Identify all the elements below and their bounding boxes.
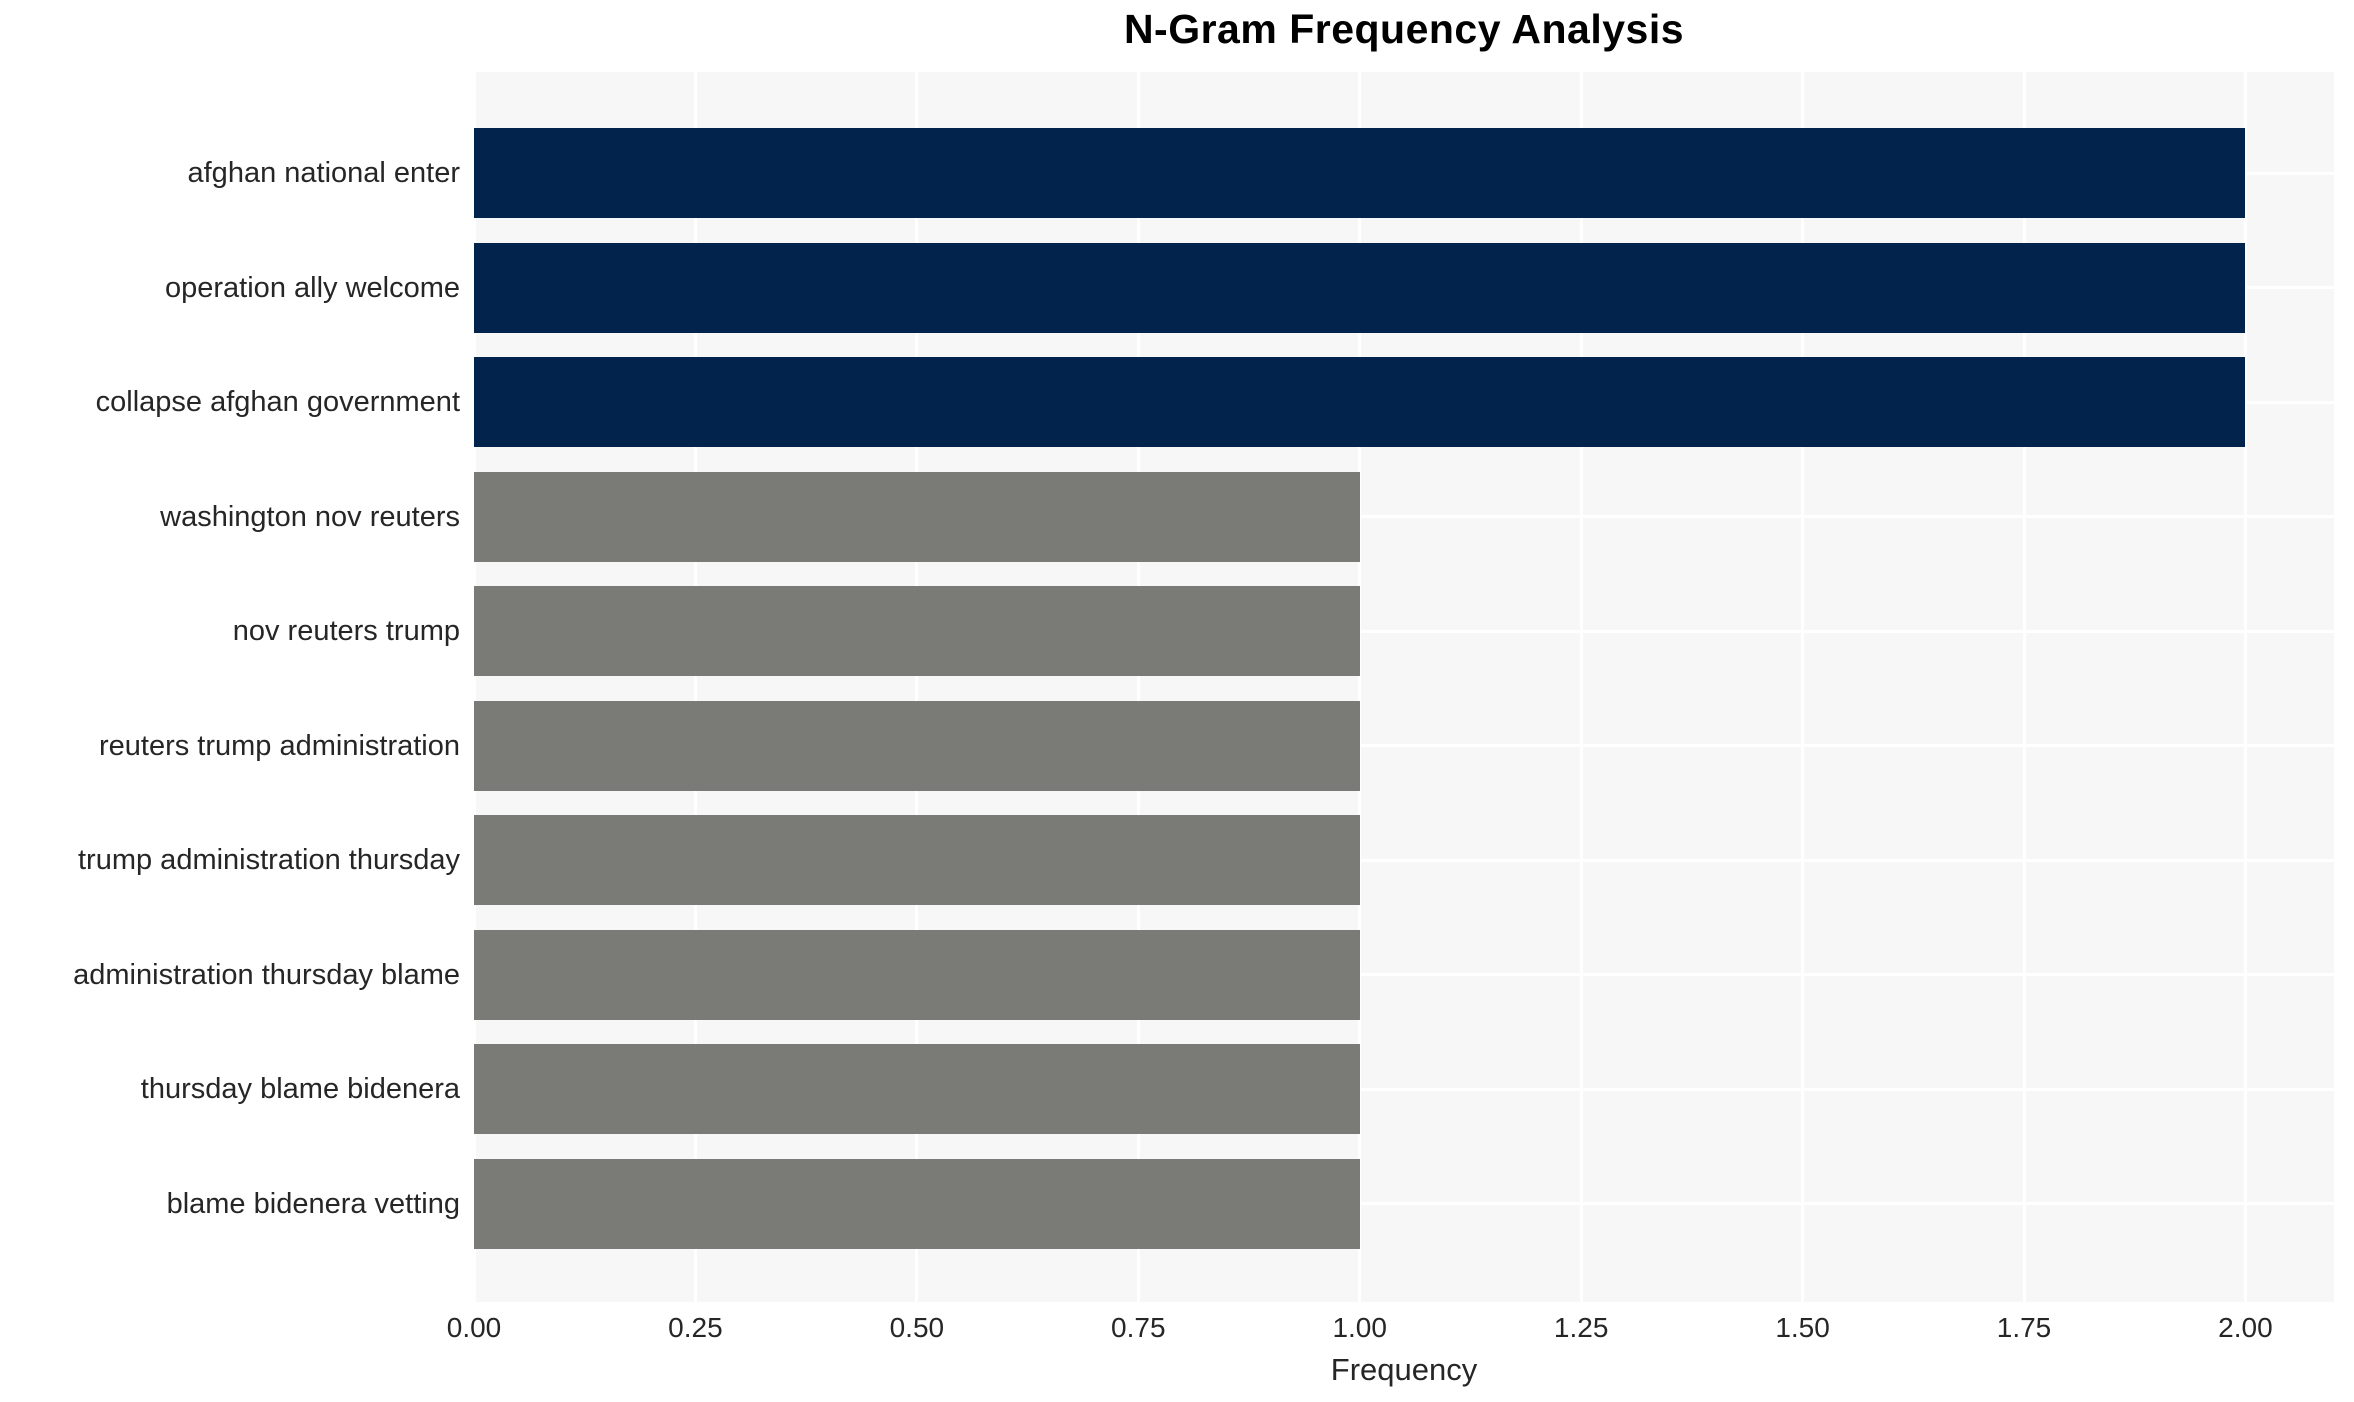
- y-gridline: [474, 744, 2334, 747]
- x-gridline: [915, 72, 919, 1302]
- y-tick-label: trump administration thursday: [78, 844, 460, 876]
- y-tick-label: afghan national enter: [187, 157, 461, 189]
- x-axis-title: Frequency: [1330, 1352, 1478, 1387]
- y-tick-label: collapse afghan government: [95, 386, 460, 418]
- y-gridline: [474, 1202, 2334, 1205]
- x-gridline: [1358, 72, 1362, 1302]
- chart-title: N-Gram Frequency Analysis: [1123, 6, 1685, 52]
- x-tick-label: 0.75: [1111, 1312, 1166, 1343]
- bar-thursday-blame-bidenera: [474, 1044, 1360, 1134]
- y-tick-label: nov reuters trump: [232, 615, 460, 647]
- x-gridline: [693, 72, 697, 1302]
- bar-nov-reuters-trump: [474, 586, 1360, 676]
- x-tick-label: 1.50: [1775, 1312, 1830, 1343]
- x-gridline: [2243, 72, 2247, 1302]
- x-tick-label: 1.75: [1996, 1312, 2052, 1343]
- bar-afghan-national-enter: [474, 128, 2246, 218]
- x-gridline: [1579, 72, 1583, 1302]
- x-tick-label: 1.00: [1332, 1312, 1387, 1343]
- x-tick-label: 0.00: [446, 1312, 502, 1343]
- y-tick-label: blame bidenera vetting: [166, 1187, 460, 1220]
- y-gridline: [474, 515, 2334, 518]
- bar-blame-bidenera-vetting: [474, 1158, 1360, 1249]
- y-gridline: [474, 973, 2334, 976]
- y-tick-label: administration thursday blame: [73, 958, 460, 991]
- bar-washington-nov-reuters: [474, 471, 1360, 562]
- bar-collapse-afghan-government: [474, 357, 2246, 447]
- x-gridline: [2022, 72, 2026, 1302]
- y-tick-label: washington nov reuters: [160, 500, 460, 533]
- x-tick-label: 0.50: [889, 1312, 945, 1343]
- bar-operation-ally-welcome: [474, 242, 2246, 333]
- bar-trump-administration-thursday: [474, 815, 1360, 905]
- x-gridline: [1136, 72, 1140, 1302]
- y-tick-label: thursday blame bidenera: [140, 1073, 460, 1105]
- y-tick-label: reuters trump administration: [98, 729, 460, 762]
- y-tick-label: operation ally welcome: [165, 271, 460, 304]
- x-tick-label: 0.25: [668, 1312, 723, 1343]
- plot-area: [474, 72, 2334, 1302]
- x-tick-label: 2.00: [2218, 1312, 2273, 1343]
- y-gridline: [474, 629, 2334, 633]
- bar-administration-thursday-blame: [474, 929, 1360, 1020]
- bar-reuters-trump-administration: [474, 700, 1360, 791]
- y-gridline: [474, 858, 2334, 862]
- x-gridline: [474, 72, 476, 1302]
- x-tick-label: 1.25: [1553, 1312, 1609, 1343]
- y-gridline: [474, 1087, 2334, 1091]
- x-gridline: [1801, 72, 1805, 1302]
